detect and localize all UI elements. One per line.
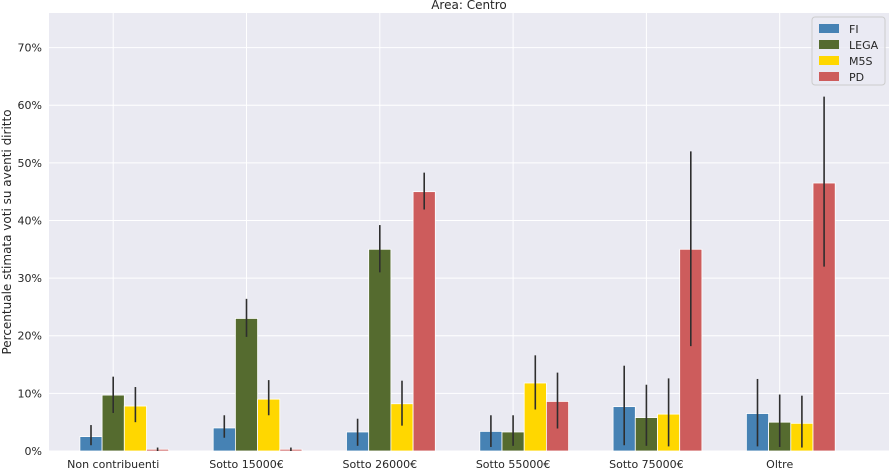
y-tick-label: 30% xyxy=(18,272,42,285)
bar-pd-2 xyxy=(412,191,436,452)
x-tick-label: Sotto 26000€ xyxy=(343,458,418,468)
chart-title: Area: Centro xyxy=(431,0,507,12)
legend-swatch-fi xyxy=(819,24,839,33)
x-tick-label: Sotto 75000€ xyxy=(609,458,684,468)
legend-swatch-m5s xyxy=(819,56,839,65)
bar-lega-1 xyxy=(234,318,258,452)
legend-swatch-pd xyxy=(819,72,839,81)
x-tick-label: Oltre xyxy=(766,458,793,468)
y-tick-label: 50% xyxy=(18,157,42,170)
legend-box xyxy=(811,16,886,86)
x-axis-ticks: Non contribuenti Sotto 15000€ Sotto 26000€… xyxy=(67,458,793,468)
legend-label-pd: PD xyxy=(849,71,864,84)
legend-swatch-lega xyxy=(819,40,839,49)
y-tick-label: 40% xyxy=(18,214,42,227)
y-tick-label: 70% xyxy=(18,42,42,55)
legend-label-m5s: M5S xyxy=(849,55,872,68)
y-tick-label: 10% xyxy=(18,387,42,400)
y-axis-ticks: 0% 10% 20% 30% 40% 50% 60% 70% xyxy=(18,42,42,458)
x-tick-label: Sotto 55000€ xyxy=(476,458,551,468)
y-tick-label: 0% xyxy=(25,445,42,458)
plot-area xyxy=(49,13,889,451)
y-axis-label: Percentuale stimata voti su aventi dirit… xyxy=(0,109,14,354)
legend: FI LEGA M5S PD xyxy=(811,16,886,86)
legend-label-lega: LEGA xyxy=(849,39,879,52)
error-bars xyxy=(90,96,825,451)
legend-label-fi: FI xyxy=(849,23,859,36)
x-tick-label: Sotto 15000€ xyxy=(209,458,284,468)
y-tick-label: 60% xyxy=(18,99,42,112)
bar-lega-2 xyxy=(368,248,392,452)
x-tick-label: Non contribuenti xyxy=(67,458,159,468)
y-tick-label: 20% xyxy=(18,330,42,343)
grid-lines xyxy=(49,13,889,452)
